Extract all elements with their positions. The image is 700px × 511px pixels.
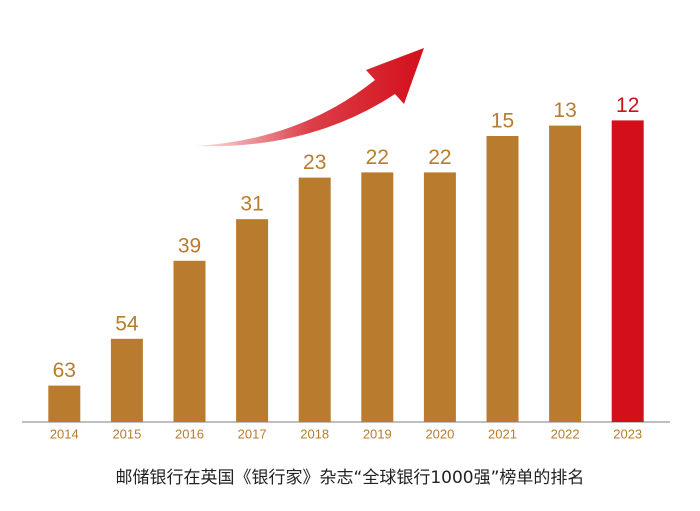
x-tick-label: 2016 [175, 426, 204, 441]
value-label: 13 [553, 99, 576, 122]
bar [48, 385, 81, 422]
value-label: 12 [616, 94, 639, 117]
caption: 邮储银行在英国《银行家》杂志“全球银行1000强”榜单的排名 [116, 468, 585, 488]
bar [298, 177, 331, 422]
bar [423, 172, 456, 422]
value-label: 63 [53, 359, 76, 382]
value-label: 54 [115, 312, 139, 335]
trend-arrow [195, 48, 424, 147]
x-tick-label: 2019 [363, 426, 392, 441]
x-tick-label: 2023 [613, 426, 642, 441]
x-tick-label: 2018 [300, 426, 329, 441]
x-tick-label: 2021 [488, 426, 517, 441]
bar [110, 338, 143, 422]
bar [486, 136, 519, 422]
value-label: 23 [303, 151, 326, 174]
bar [549, 125, 582, 422]
bar [361, 172, 394, 422]
x-tick-label: 2022 [551, 426, 580, 441]
bar [173, 260, 206, 422]
value-label: 15 [491, 110, 514, 133]
x-tick-label: 2020 [425, 426, 454, 441]
value-label: 31 [240, 193, 263, 216]
bar [611, 120, 644, 423]
x-tick-label: 2015 [112, 426, 141, 441]
x-tick-label: 2014 [50, 426, 79, 441]
value-label: 39 [178, 234, 201, 257]
bar [236, 219, 269, 422]
value-label: 22 [366, 146, 389, 169]
x-tick-label: 2017 [238, 426, 267, 441]
value-label: 22 [428, 146, 451, 169]
